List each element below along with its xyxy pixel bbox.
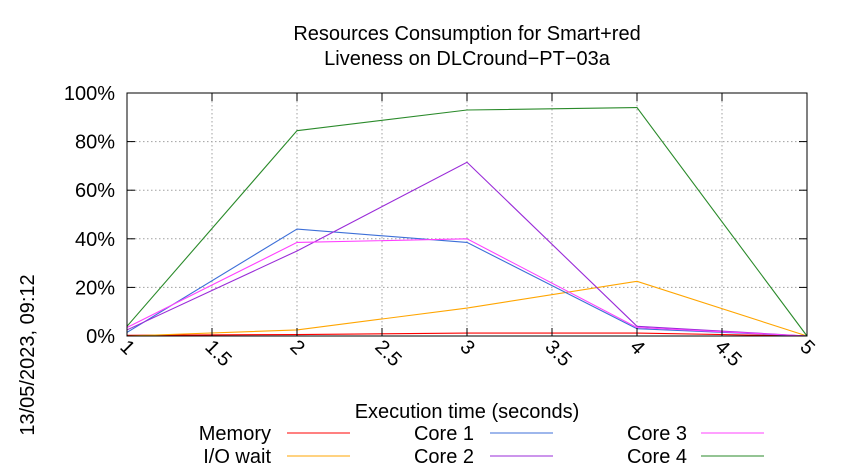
x-axis-label: Execution time (seconds) — [355, 401, 580, 423]
y-tick-label: 100% — [64, 83, 115, 105]
legend-label-core-3: Core 3 — [627, 423, 687, 445]
x-tick-label: 4 — [625, 336, 648, 359]
legend-label-core-2: Core 2 — [414, 446, 474, 468]
x-tick-label: 1.5 — [200, 336, 235, 371]
y-tick-label: 20% — [75, 277, 115, 299]
series-line-i-o-wait — [126, 280, 808, 337]
series-layer — [126, 107, 808, 337]
chart-title-line-2: Liveness on DLCround−PT−03a — [324, 48, 611, 70]
grid-layer — [127, 93, 807, 336]
series-line-core-2 — [126, 161, 808, 337]
x-tick-label: 3 — [455, 336, 478, 359]
series-line-core-4 — [126, 107, 808, 337]
x-tick-label: 5 — [795, 336, 818, 359]
timestamp-label: 13/05/2023, 09:12 — [17, 274, 39, 435]
legend-label-core-1: Core 1 — [414, 423, 474, 445]
y-tick-label: 0% — [86, 326, 115, 348]
x-tick-label: 1 — [115, 336, 138, 359]
x-tick-label: 2.5 — [370, 336, 405, 371]
y-tick-label: 60% — [75, 180, 115, 202]
x-tick-label: 4.5 — [710, 336, 745, 371]
series-line-core-3 — [126, 238, 808, 337]
y-tick-label: 80% — [75, 132, 115, 154]
tick-layer: 0% 20% 40% 60% 80% 100% 1 1.5 2 2.5 3 3.5 4 4.5 5 — [64, 83, 819, 371]
legend-label-core-4: Core 4 — [627, 446, 687, 468]
legend-label-memory: Memory — [199, 423, 271, 445]
x-tick-label: 3.5 — [540, 336, 575, 371]
legend-label-i-o-wait: I/O wait — [203, 446, 271, 468]
series-line-core-1 — [126, 228, 808, 337]
chart-title-line-1: Resources Consumption for Smart+red — [293, 23, 640, 45]
y-tick-label: 40% — [75, 229, 115, 251]
x-tick-label: 2 — [285, 336, 308, 359]
